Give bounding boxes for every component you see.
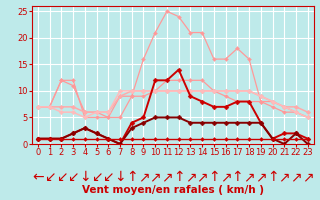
X-axis label: Vent moyen/en rafales ( km/h ): Vent moyen/en rafales ( km/h ) xyxy=(82,185,264,195)
